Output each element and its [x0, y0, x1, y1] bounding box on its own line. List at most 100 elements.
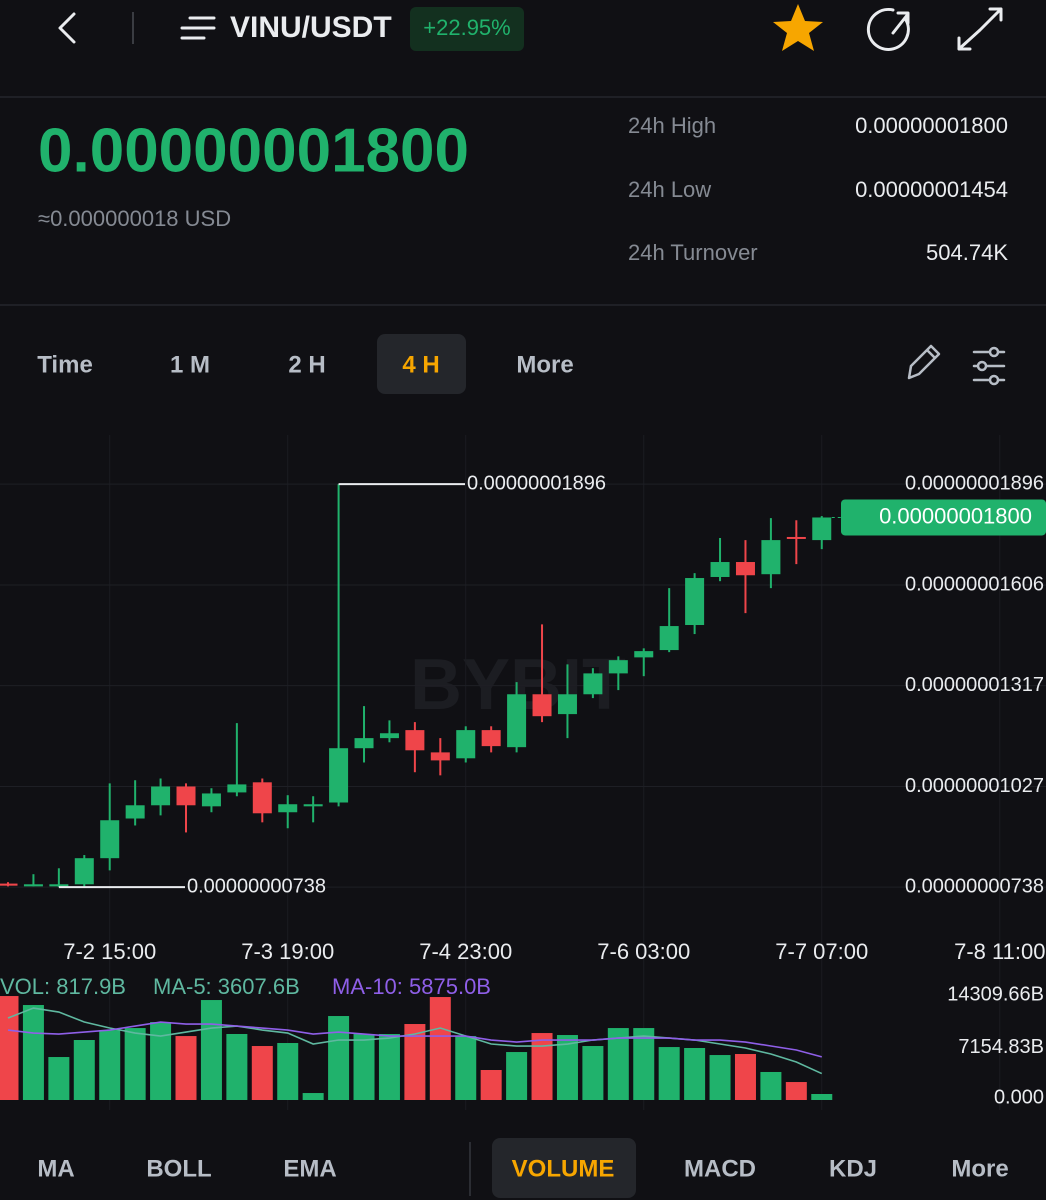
candle-body [430, 752, 450, 761]
tab[interactable]: 2 H [288, 351, 325, 378]
y-tick-label: 0.00000001896 [905, 472, 1044, 494]
candle-body [481, 730, 501, 747]
share-icon[interactable] [866, 7, 910, 51]
tab[interactable]: KDJ [829, 1155, 877, 1182]
last-price: 0.00000001800 [38, 116, 469, 185]
tab[interactable]: 1 M [170, 351, 210, 378]
candle-body [379, 733, 399, 739]
draw-tool-icon[interactable] [907, 344, 941, 380]
tab[interactable]: MA [37, 1155, 74, 1182]
candle-body [329, 748, 349, 803]
candle-body [532, 694, 552, 717]
min-label: 0.00000000738 [187, 875, 326, 897]
candle-body [201, 793, 221, 807]
candle-body [303, 804, 323, 807]
candle-body [0, 883, 18, 886]
y-tick-label: 7154.83B [958, 1036, 1044, 1058]
x-tick-label: 7-4 23:00 [419, 939, 512, 964]
fullscreen-icon[interactable] [957, 7, 1003, 51]
volume-bar [607, 1028, 629, 1100]
candle-body [507, 694, 527, 748]
volume-bar [200, 1000, 222, 1100]
volume-bar [404, 1024, 426, 1100]
tab[interactable]: More [951, 1155, 1008, 1182]
tab[interactable]: Time [37, 351, 93, 378]
candle-body [583, 673, 603, 695]
active-tab-bg [377, 334, 466, 394]
volume-bar [378, 1033, 400, 1100]
volume-bar [124, 1028, 146, 1100]
volume-bar [277, 1043, 299, 1100]
x-tick-label: 7-8 11:00 [954, 939, 1045, 964]
volume-bar [226, 1033, 248, 1100]
tab[interactable]: 4 H [402, 351, 439, 378]
volume-bar [48, 1057, 70, 1100]
volume-bar [684, 1048, 706, 1100]
candle-body [557, 694, 577, 715]
x-tick-label: 7-3 19:00 [241, 939, 334, 964]
indicator-tabs: MA BOLL EMA VOLUME MACD KDJ More [37, 1138, 1009, 1198]
tab[interactable]: BOLL [146, 1155, 211, 1182]
volume-chart: 14309.66B 7154.83B 0.000 VOL: 817.9B MA-5: 3… [0, 974, 1044, 1108]
volume-bar [73, 1040, 95, 1100]
y-tick-label: 0.00000001027 [905, 775, 1044, 797]
stat-value: 0.00000001800 [855, 113, 1008, 138]
candle-body [227, 784, 247, 793]
y-tick-label: 0.000 [994, 1086, 1044, 1108]
candle-body [278, 804, 298, 813]
change-percent: +22.95% [423, 15, 510, 40]
y-tick-label: 0.00000001606 [905, 573, 1044, 595]
candle-body [659, 626, 679, 651]
volume-bar [353, 1033, 375, 1100]
settings-icon[interactable] [972, 346, 1006, 386]
volume-bar [22, 1005, 44, 1100]
change-badge [410, 7, 524, 51]
volume-bar [328, 1016, 350, 1100]
y-tick-label: 14309.66B [947, 983, 1044, 1005]
candle-body [100, 820, 120, 859]
volume-bar [175, 1036, 197, 1100]
legend-entry: MA-5: 3607.6B [153, 974, 300, 999]
menu-icon[interactable] [180, 16, 216, 40]
tab[interactable]: EMA [283, 1155, 336, 1182]
candle-body [354, 738, 374, 749]
pair-name[interactable]: VINU/USDT [230, 11, 392, 44]
volume-bar [455, 1036, 477, 1100]
volume-bar [785, 1082, 807, 1100]
volume-bar [429, 997, 451, 1100]
volume-bar [633, 1028, 655, 1100]
candle-body [685, 578, 705, 626]
volume-bar [150, 1022, 172, 1100]
last-price-label: 0.00000001800 [879, 503, 1032, 528]
last-price-tag [841, 499, 1046, 536]
candle-body [735, 562, 755, 576]
tab[interactable]: VOLUME [512, 1155, 615, 1182]
x-tick-label: 7-2 15:00 [63, 939, 156, 964]
tab[interactable]: MACD [684, 1155, 756, 1182]
stat-label: 24h Turnover [628, 240, 758, 265]
candle-body [176, 786, 196, 806]
candle-body [761, 540, 781, 575]
ma-line [7, 1021, 822, 1058]
tab[interactable]: More [516, 351, 573, 378]
volume-bar [251, 1046, 273, 1100]
volume-bar [0, 996, 19, 1100]
candle-body [456, 730, 476, 759]
favorite-star[interactable] [773, 4, 823, 51]
volume-bar [556, 1035, 578, 1100]
stats: 24h High 0.00000001800 24h Low 0.0000000145… [628, 113, 1008, 265]
volume-bar [760, 1071, 782, 1100]
candle-body [405, 730, 425, 751]
candle-body [608, 660, 628, 674]
candle-body [49, 884, 69, 887]
max-label: 0.00000001896 [467, 472, 606, 494]
back-button[interactable] [58, 12, 76, 44]
candle-body [23, 884, 43, 887]
candle-body [786, 536, 806, 539]
volume-bar [506, 1052, 528, 1100]
candle-body [812, 517, 832, 541]
usd-price: ≈0.000000018 USD [38, 206, 231, 231]
y-tick-label: 0.00000000738 [905, 875, 1044, 897]
stat-value: 0.00000001454 [855, 177, 1008, 202]
